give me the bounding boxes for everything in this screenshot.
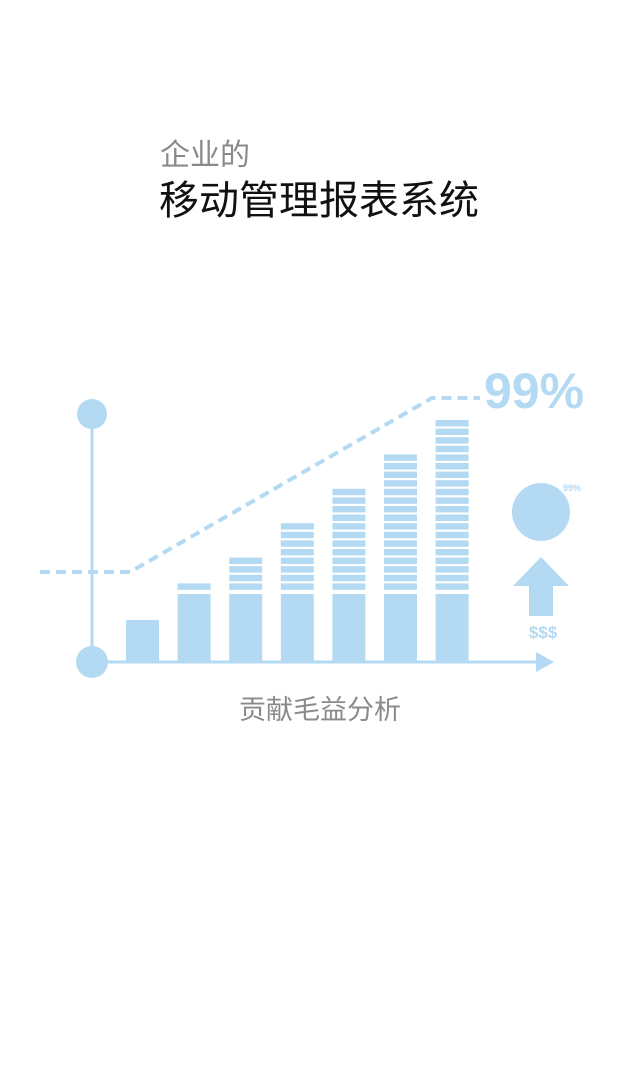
- bar-7-stripe: [435, 471, 469, 478]
- bar-7-base: [435, 594, 469, 661]
- bar-6-stripe: [384, 583, 417, 590]
- bar-6-stripe: [384, 506, 417, 513]
- bar-4-stripe: [280, 574, 314, 582]
- small-percent-label: 99%: [563, 483, 581, 493]
- bar-7-stripe: [435, 454, 469, 461]
- bar-3-stripe: [229, 566, 263, 573]
- subtitle-text: 企业的: [160, 138, 250, 173]
- bar-6-stripe: [384, 497, 417, 504]
- bar-7-stripe: [435, 531, 469, 539]
- caption-text: 贡献毛益分析: [239, 695, 401, 726]
- bar-3-stripe: [229, 583, 263, 590]
- up-arrow-icon: [513, 557, 569, 616]
- currency-label: $$$: [529, 623, 558, 642]
- bar-5-stripe: [332, 549, 366, 556]
- bar-5-stripe: [332, 488, 366, 496]
- bar-6-stripe: [384, 549, 417, 556]
- bar-7-stripe: [435, 574, 469, 582]
- bar-7-stripe: [435, 420, 469, 427]
- x-axis-arrow-icon: [536, 652, 554, 672]
- bar-5-base: [332, 594, 366, 661]
- bar-4-stripe: [280, 583, 314, 590]
- bar-6-stripe: [384, 471, 417, 478]
- bar-6-stripe: [384, 531, 417, 539]
- bar-7-stripe: [435, 463, 469, 470]
- bar-5-stripe: [332, 497, 366, 504]
- bar-6-stripe: [384, 557, 417, 564]
- bar-1: [126, 620, 159, 661]
- bar-6-stripe: [384, 574, 417, 582]
- page-title: 移动管理报表系统: [159, 178, 479, 224]
- bar-6-stripe: [384, 514, 417, 521]
- bar-7-stripe: [435, 583, 469, 590]
- coin-icon: [512, 483, 570, 541]
- bar-4-stripe: [280, 549, 314, 556]
- bar-7-stripe: [435, 480, 469, 487]
- bar-5-stripe: [332, 514, 366, 521]
- bar-5-stripe: [332, 574, 366, 582]
- bar-4-stripe: [280, 523, 314, 530]
- bar-3-base: [229, 594, 263, 661]
- bar-2-base: [177, 594, 211, 661]
- bar-4-stripe: [280, 531, 314, 539]
- bar-7-stripe: [435, 428, 469, 435]
- bars-group: [126, 420, 469, 661]
- bar-5-stripe: [332, 523, 366, 530]
- bar-5-stripe: [332, 583, 366, 590]
- bar-6-stripe: [384, 540, 417, 547]
- bar-7-stripe: [435, 497, 469, 504]
- bar-7-stripe: [435, 523, 469, 530]
- bar-6-stripe: [384, 463, 417, 470]
- bar-6-stripe: [384, 480, 417, 487]
- bar-5-stripe: [332, 506, 366, 513]
- bar-7-stripe: [435, 437, 469, 444]
- bar-7-stripe: [435, 514, 469, 521]
- percent-label: 99%: [484, 363, 584, 419]
- bar-7-stripe: [435, 557, 469, 564]
- bar-7-stripe: [435, 549, 469, 556]
- bar-6-stripe: [384, 566, 417, 573]
- bar-5-stripe: [332, 531, 366, 539]
- bar-2-stripe: [177, 583, 211, 590]
- bar-7-stripe: [435, 566, 469, 573]
- bar-6-base: [384, 594, 417, 661]
- bar-6-stripe: [384, 523, 417, 530]
- bar-6-stripe: [384, 454, 417, 461]
- bar-4-stripe: [280, 557, 314, 564]
- bar-7-stripe: [435, 488, 469, 496]
- bar-3-stripe: [229, 557, 263, 564]
- bar-7-stripe: [435, 506, 469, 513]
- origin-dot: [76, 646, 108, 678]
- bar-7-stripe: [435, 540, 469, 547]
- bar-7-stripe: [435, 445, 469, 453]
- bar-3-stripe: [229, 574, 263, 582]
- trend-dashed-line: [40, 396, 480, 574]
- bar-5-stripe: [332, 540, 366, 547]
- y-axis-top-dot: [77, 399, 107, 429]
- bar-5-stripe: [332, 557, 366, 564]
- bar-4-base: [280, 594, 314, 661]
- bar-4-stripe: [280, 540, 314, 547]
- bar-4-stripe: [280, 566, 314, 573]
- bar-5-stripe: [332, 566, 366, 573]
- bar-6-stripe: [384, 488, 417, 496]
